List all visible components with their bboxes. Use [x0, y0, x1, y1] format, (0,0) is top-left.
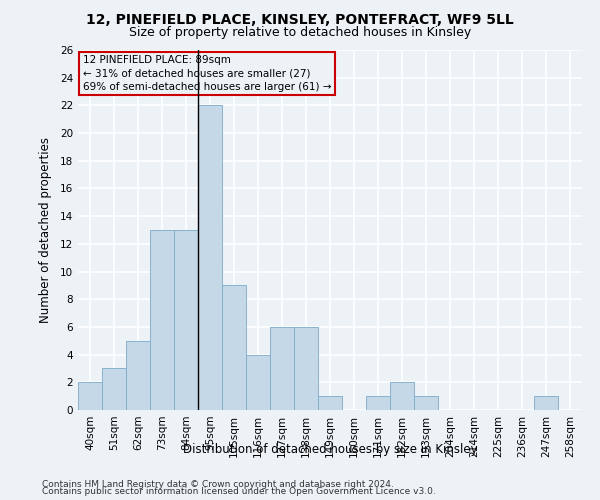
Text: Contains public sector information licensed under the Open Government Licence v3: Contains public sector information licen… — [42, 488, 436, 496]
Bar — [126, 341, 150, 410]
Bar — [366, 396, 390, 410]
Text: Contains HM Land Registry data © Crown copyright and database right 2024.: Contains HM Land Registry data © Crown c… — [42, 480, 394, 489]
Bar — [198, 106, 222, 410]
Text: Distribution of detached houses by size in Kinsley: Distribution of detached houses by size … — [182, 442, 478, 456]
Bar — [270, 327, 294, 410]
Bar — [318, 396, 342, 410]
Text: 12 PINEFIELD PLACE: 89sqm
← 31% of detached houses are smaller (27)
69% of semi-: 12 PINEFIELD PLACE: 89sqm ← 31% of detac… — [83, 56, 332, 92]
Bar — [78, 382, 102, 410]
Text: Size of property relative to detached houses in Kinsley: Size of property relative to detached ho… — [129, 26, 471, 39]
Bar — [390, 382, 414, 410]
Bar — [534, 396, 558, 410]
Y-axis label: Number of detached properties: Number of detached properties — [38, 137, 52, 323]
Bar — [150, 230, 174, 410]
Bar — [102, 368, 126, 410]
Bar — [246, 354, 270, 410]
Bar — [174, 230, 198, 410]
Bar — [294, 327, 318, 410]
Bar — [414, 396, 438, 410]
Bar — [222, 286, 246, 410]
Text: 12, PINEFIELD PLACE, KINSLEY, PONTEFRACT, WF9 5LL: 12, PINEFIELD PLACE, KINSLEY, PONTEFRACT… — [86, 12, 514, 26]
